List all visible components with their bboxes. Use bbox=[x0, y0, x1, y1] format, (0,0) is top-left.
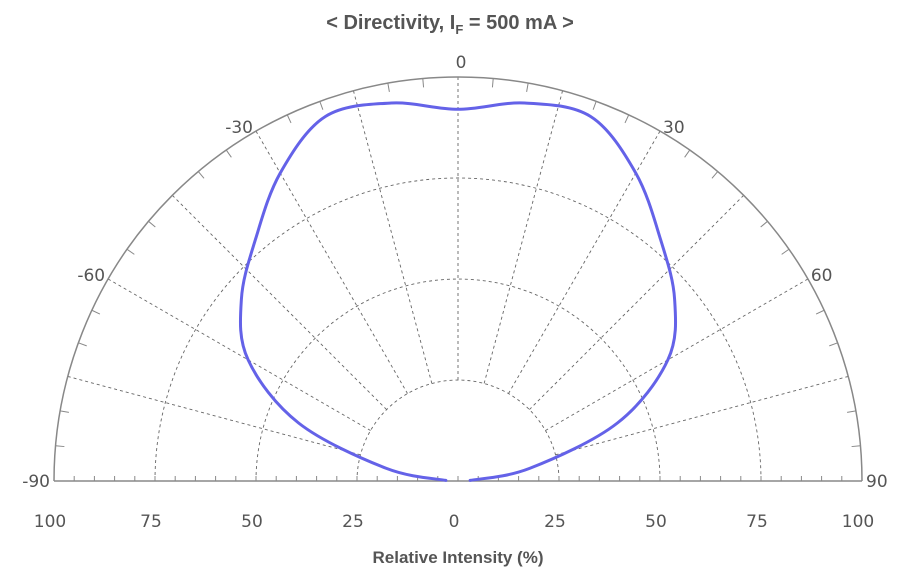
angle-label-0: 0 bbox=[456, 53, 467, 73]
angle-spoke-30 bbox=[508, 130, 661, 394]
arc-minor-tick bbox=[781, 248, 790, 255]
angle-label-60: 60 bbox=[811, 266, 833, 286]
radial-tick-label: 75 bbox=[140, 512, 162, 532]
arc-minor-tick bbox=[711, 171, 719, 179]
directivity-curve-0 bbox=[238, 101, 678, 482]
arc-minor-tick bbox=[760, 220, 768, 228]
angle-spoke--45 bbox=[172, 195, 387, 410]
arc-minor-tick bbox=[684, 149, 691, 158]
radial-grid-arc-75 bbox=[154, 177, 762, 482]
arc-minor-tick bbox=[847, 410, 856, 413]
arc-minor-tick bbox=[592, 101, 597, 110]
angle-label--30: -30 bbox=[225, 118, 253, 138]
chart-title: < Directivity, IF = 500 mA > bbox=[326, 12, 574, 37]
angle-label--90: -90 bbox=[22, 472, 50, 492]
arc-minor-tick bbox=[91, 309, 101, 315]
angle-spoke--60 bbox=[107, 278, 371, 431]
radial-tick-label: 75 bbox=[746, 512, 768, 532]
polar-grid bbox=[67, 77, 849, 482]
angle-spoke-45 bbox=[529, 195, 744, 410]
angle-spoke--30 bbox=[255, 130, 408, 394]
radial-tick-label: 100 bbox=[34, 512, 66, 532]
arc-minor-tick bbox=[815, 309, 825, 315]
angle-spoke--75 bbox=[67, 376, 361, 456]
arc-minor-tick bbox=[126, 248, 135, 255]
angle-label--60: -60 bbox=[77, 266, 105, 286]
angle-spoke-60 bbox=[545, 278, 809, 431]
radial-tick-label: 50 bbox=[645, 512, 667, 532]
arc-minor-tick bbox=[148, 220, 156, 228]
outer-arc bbox=[53, 76, 863, 482]
radial-tick-label: 100 bbox=[842, 512, 874, 532]
arc-minor-tick bbox=[387, 83, 390, 92]
arc-minor-tick bbox=[225, 149, 232, 158]
radial-grid-arc-50 bbox=[255, 278, 661, 482]
arc-minor-tick bbox=[624, 114, 630, 124]
arc-minor-tick bbox=[422, 78, 425, 88]
title-subscript: F bbox=[455, 22, 463, 37]
arc-minor-tick bbox=[55, 445, 65, 448]
arc-minor-tick bbox=[851, 445, 861, 448]
arc-minor-tick bbox=[491, 78, 494, 88]
angle-spoke-15 bbox=[483, 90, 563, 384]
series-layer bbox=[238, 101, 678, 482]
angle-spoke-75 bbox=[555, 376, 849, 456]
arc-minor-tick bbox=[829, 342, 838, 347]
tick-labels: -90 -60 -30 0 30 60 90 100 75 50 25 0 25 50 75 100 bbox=[22, 53, 887, 532]
arc-minor-tick bbox=[286, 114, 292, 124]
arc-minor-tick bbox=[526, 83, 529, 92]
arc-minor-tick bbox=[319, 101, 324, 110]
x-axis-title: Relative Intensity (%) bbox=[373, 548, 544, 567]
arc-minor-tick bbox=[78, 342, 87, 347]
radial-tick-label: 25 bbox=[342, 512, 364, 532]
radial-tick-label: 0 bbox=[449, 512, 460, 532]
angle-spoke--15 bbox=[353, 90, 433, 384]
angle-label-90: 90 bbox=[866, 472, 888, 492]
arc-minor-tick bbox=[197, 171, 205, 179]
arc-minor-tick bbox=[60, 410, 69, 413]
radial-grid-arc-25 bbox=[356, 379, 560, 482]
polar-frame bbox=[53, 76, 863, 482]
angle-label-30: 30 bbox=[663, 118, 685, 138]
radial-tick-label: 50 bbox=[241, 512, 263, 532]
radial-tick-label: 25 bbox=[544, 512, 566, 532]
